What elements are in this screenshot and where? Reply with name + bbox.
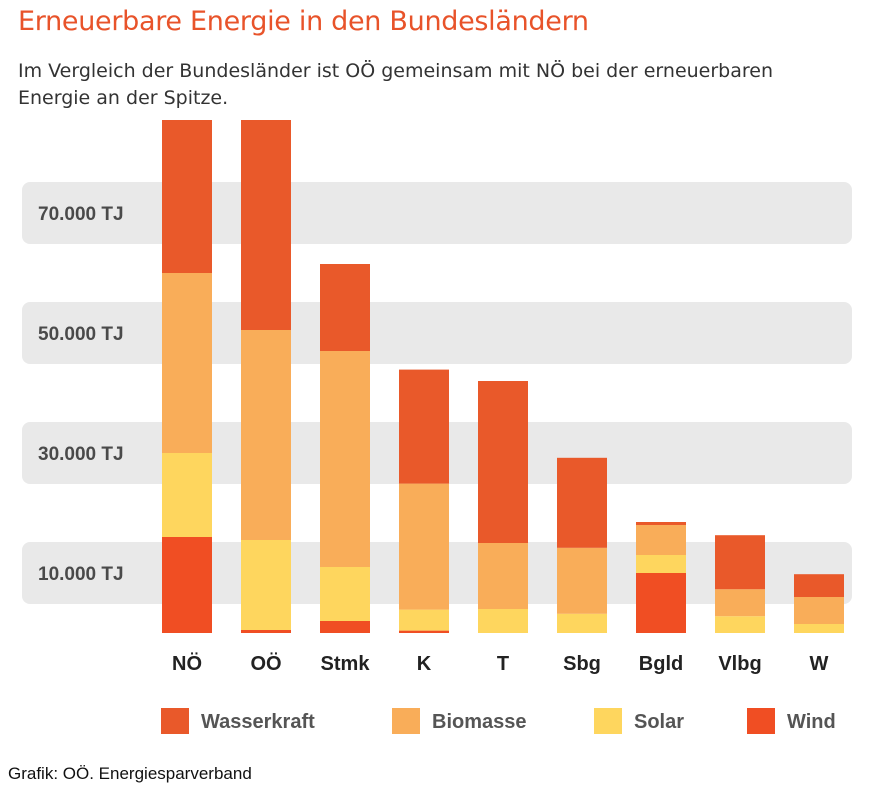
y-tick-label: 70.000 TJ <box>38 204 124 225</box>
source-note: Grafik: OÖ. Energiesparverband <box>8 764 252 783</box>
legend-swatch <box>747 708 775 734</box>
legend-label: Solar <box>634 711 684 733</box>
bar-segment <box>557 457 607 548</box>
chart-title: Erneuerbare Energie in den Bundesländern <box>18 6 589 37</box>
x-tick-label: Stmk <box>321 653 371 675</box>
bars <box>162 120 844 633</box>
bar-segment <box>636 573 686 633</box>
bar-segment <box>794 624 844 633</box>
bar-segment <box>162 273 212 453</box>
bar-segment <box>715 589 765 617</box>
bar-segment <box>794 574 844 597</box>
x-tick-label: T <box>497 653 509 675</box>
bar-segment <box>636 522 686 525</box>
x-axis-labels: NÖ OÖ Stmk K T Sbg Bgld Vlbg W <box>172 652 829 675</box>
legend-label: Wasserkraft <box>201 711 315 733</box>
x-tick-label: Bgld <box>639 653 683 675</box>
legend-label: Biomasse <box>432 711 527 733</box>
bar-segment <box>399 483 449 610</box>
bar-segment <box>320 264 370 351</box>
gridline-band <box>22 302 852 364</box>
legend-swatch <box>594 708 622 734</box>
chart-subtitle: Im Vergleich der Bundesländer ist OÖ gem… <box>18 60 774 109</box>
bar-segment <box>636 555 686 573</box>
bar-segment <box>794 597 844 624</box>
x-tick-label: OÖ <box>250 652 281 675</box>
bar-segment <box>399 369 449 484</box>
bar-segment <box>557 613 607 633</box>
x-tick-label: W <box>810 653 829 675</box>
bar-segment <box>241 540 291 630</box>
x-tick-label: NÖ <box>172 652 202 675</box>
x-tick-label: K <box>417 653 432 675</box>
bar-segment <box>478 609 528 633</box>
bar-segment <box>241 330 291 540</box>
bar-segment <box>320 351 370 567</box>
bar-segment <box>320 621 370 633</box>
stacked-bar-chart: 10.000 TJ 30.000 TJ 50.000 TJ 70.000 TJ NÖ O… <box>22 120 852 734</box>
bar-segment <box>162 537 212 633</box>
bar-segment <box>557 547 607 614</box>
y-tick-label: 30.000 TJ <box>38 444 124 465</box>
legend-swatch <box>161 708 189 734</box>
bar-segment <box>241 630 291 633</box>
bar-segment <box>715 616 765 633</box>
bar-segment <box>320 567 370 621</box>
y-tick-label: 50.000 TJ <box>38 324 124 345</box>
legend: Wasserkraft Biomasse Solar Wind <box>161 708 836 734</box>
bar-segment <box>478 543 528 609</box>
x-tick-label: Vlbg <box>718 653 761 675</box>
y-tick-label: 10.000 TJ <box>38 564 124 585</box>
bar-segment <box>241 120 291 330</box>
x-tick-label: Sbg <box>563 653 601 675</box>
bar-segment <box>162 453 212 537</box>
bar-segment <box>478 381 528 543</box>
legend-swatch <box>392 708 420 734</box>
gridline-band <box>22 182 852 244</box>
legend-label: Wind <box>787 711 836 733</box>
bar-segment <box>399 609 449 631</box>
bar-segment <box>399 630 449 633</box>
bar-segment <box>636 525 686 555</box>
bar-segment <box>715 535 765 590</box>
bar-segment <box>162 120 212 273</box>
